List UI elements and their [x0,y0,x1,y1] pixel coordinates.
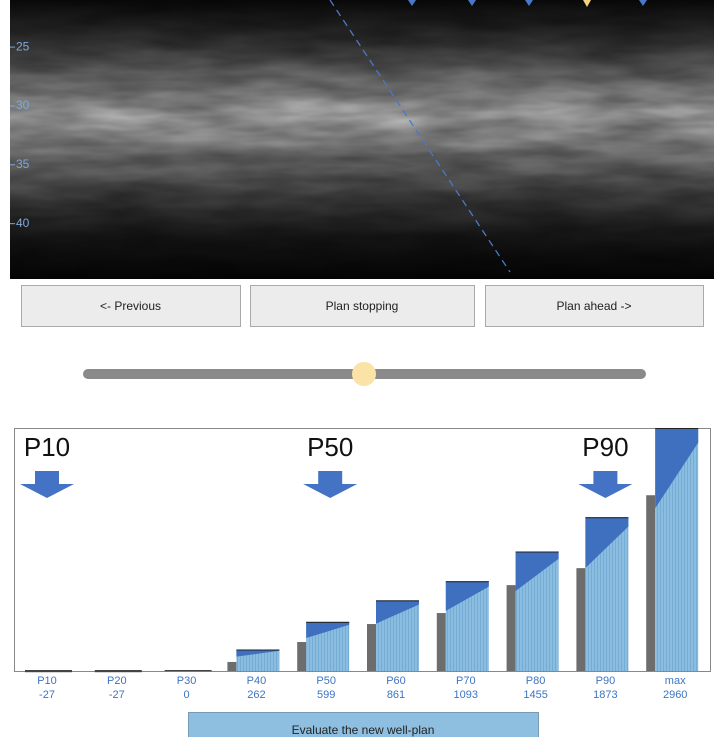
x-tick-label: P80 [526,675,546,687]
button-row: <- Previous Plan stopping Plan ahead -> [21,285,704,327]
percentile-label: P50 [307,432,353,462]
percentile-arrow [578,471,633,498]
x-tick-label: P70 [456,675,476,687]
button-label[interactable]: Plan stopping [326,299,399,313]
x-tick-label: P40 [247,675,267,687]
blue-bar [164,670,212,672]
gray-bar [227,661,237,671]
value-label: 1873 [593,689,617,701]
bar-top [515,551,559,591]
bar-top [585,517,629,568]
x-tick-label: max [665,675,686,687]
button[interactable] [250,285,475,327]
value-label: 1093 [454,689,478,701]
button-label[interactable]: Plan ahead -> [556,299,631,313]
x-tick-label: P10 [37,675,57,687]
percentile-label: P10 [24,432,70,462]
gray-bar [506,585,516,671]
tick-label: 25 [16,39,30,53]
top-markers [408,0,647,7]
bar-top [655,428,699,509]
button[interactable] [485,285,704,327]
x-tick-label: P30 [177,675,197,687]
percentile-arrow [303,471,358,498]
tick-label: 35 [16,157,30,171]
evaluate-label[interactable]: Evaluate the new well-plan [292,723,435,737]
tick-label: 30 [16,98,30,112]
blue-bar [94,670,142,673]
gray-bar [297,642,307,671]
depth-axis: 25 30 35 40 [10,39,30,230]
value-label: 1455 [523,689,547,701]
gray-bar [436,613,446,671]
tick-label: 40 [16,216,30,230]
gray-bar [367,624,376,671]
evaluate-button[interactable] [188,712,539,737]
gray-bar [576,568,586,671]
value-label: 0 [184,689,190,701]
blue-bar [25,670,72,673]
button-label[interactable]: <- Previous [100,299,161,313]
value-label: 599 [317,689,335,701]
value-label: -27 [109,689,125,701]
bar-top [376,600,419,624]
percentile-arrow [20,471,74,498]
bar-top [236,649,280,657]
bar-top [445,581,489,611]
button[interactable] [21,285,241,327]
x-tick-label: P50 [316,675,336,687]
image-texture [10,0,714,279]
bar-top [306,621,350,639]
x-tick-label: P90 [596,675,616,687]
x-tick-label: P20 [107,675,127,687]
chart: P10 -27 P20 -27 P30 0 P40 262 P50 599 P60 861 P70 109… [20,428,699,701]
well-path [329,0,511,273]
value-label: -27 [39,689,55,701]
value-label: 861 [387,689,405,701]
value-label: 2960 [663,689,687,701]
slider-knob[interactable] [352,362,376,386]
percentile-label: P90 [582,432,628,462]
x-tick-label: P60 [386,675,406,687]
value-label: 262 [247,689,265,701]
gray-bar [646,495,656,671]
